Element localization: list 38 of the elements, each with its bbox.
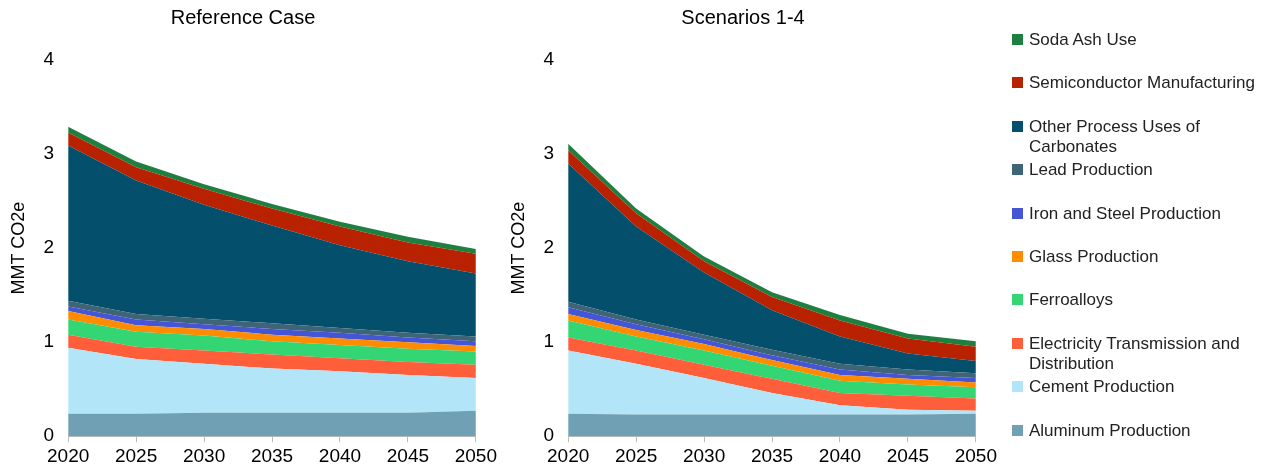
x-tick-label: 2040 [318,444,362,466]
x-tick-label: 2045 [886,444,930,466]
x-tick-label: 2025 [614,444,658,466]
legend-label: Cement Production [1029,377,1175,398]
x-tick-label: 2035 [250,444,294,466]
x-tick-label: 2020 [547,444,590,466]
legend-label: Lead Production [1029,160,1153,181]
legend-label: Aluminum Production [1029,420,1191,441]
y-tick-label: 3 [543,142,555,164]
y-tick-label: 4 [43,48,55,70]
y-tick-label: 4 [543,48,555,70]
y-tick-label: 3 [43,142,55,164]
x-tick-label: 2050 [954,444,998,466]
y-tick-label: 2 [543,236,555,258]
y-tick-label: 1 [43,330,55,352]
x-tick-label: 2050 [454,444,498,466]
legend-label: Glass Production [1029,246,1159,267]
legend-label: Iron and Steel Production [1029,203,1221,224]
x-tick-label: 2045 [386,444,430,466]
legend-label: Soda Ash Use [1029,30,1137,50]
x-tick-label: 2025 [114,444,158,466]
legend-label: Other Process Uses of Carbonates [1029,116,1201,157]
y-axis-title: MMT CO2e [7,201,28,295]
y-tick-label: 0 [543,424,555,446]
chart-title: Reference Case [170,5,316,28]
y-tick-label: 0 [43,424,55,446]
x-tick-label: 2040 [818,444,862,466]
y-tick-label: 2 [43,236,55,258]
legend-label: Semiconductor Manufacturing [1029,73,1255,94]
chart-title: Scenarios 1-4 [681,5,805,28]
legend-label: Ferroalloys [1029,290,1114,311]
x-tick-label: 2030 [182,444,226,466]
x-tick-label: 2020 [47,444,90,466]
x-tick-label: 2030 [682,444,726,466]
y-tick-label: 1 [543,330,555,352]
legend-label: Electricity Transmission and Distribution [1029,333,1241,374]
y-axis-title: MMT CO2e [507,201,528,295]
x-tick-label: 2035 [750,444,794,466]
